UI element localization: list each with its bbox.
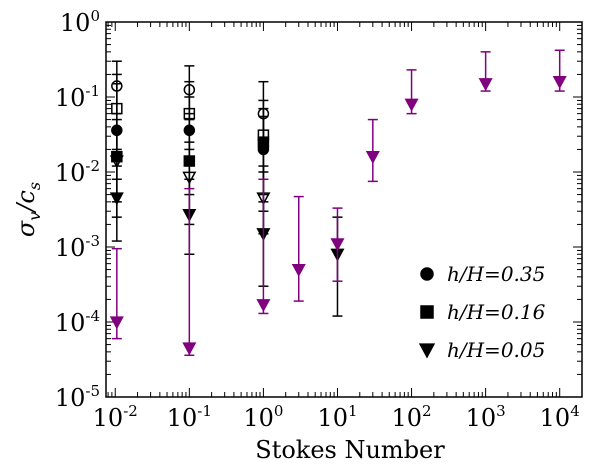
triangle-down-marker [184,343,196,354]
legend-entry: h/H=0.05 [420,338,545,362]
y-tick-base: 10 [55,84,86,112]
legend-triangle-down-marker [420,344,434,357]
y-tick-base: 10 [55,159,86,187]
x-tick-exponent: 3 [496,402,506,420]
x-tick-exponent: 0 [274,402,284,420]
legend-circle-marker [421,268,433,280]
x-tick-base: 10 [392,404,423,432]
triangle-down-marker [367,152,379,163]
y-tick-exponent: -4 [85,307,100,325]
x-tick-base: 10 [466,404,497,432]
triangle-down-marker [480,79,492,90]
legend: h/H=0.35 h/H=0.16 h/H=0.05 [420,262,546,362]
y-tick-base: 10 [55,309,86,337]
x-tick-label: 103 [466,402,506,432]
x-tick-exponent: -1 [197,402,212,420]
data-point [406,70,418,114]
x-axis-label: Stokes Number [255,436,445,464]
x-tick-label: 102 [392,402,432,432]
y-tick-label: 10-3 [55,232,100,262]
x-tick-label: 10-2 [93,402,138,432]
data-point [332,208,344,281]
triangle-down-marker [258,300,270,311]
x-tick-base: 10 [540,404,571,432]
y-tick-label: 10-2 [55,157,100,187]
y-tick-exponent: 0 [90,7,100,25]
y-axis-label: σv/cs [12,182,44,237]
legend-entry: h/H=0.16 [421,300,546,324]
x-tick-base: 10 [243,404,274,432]
x-tick-base: 10 [93,404,124,432]
y-tick-label: 10-4 [55,307,100,337]
data-point [554,50,566,91]
y-tick-exponent: -3 [85,232,100,250]
x-tick-exponent: 4 [570,402,580,420]
x-tick-base: 10 [167,404,198,432]
data-point [111,166,123,241]
triangle-down-marker [554,77,566,88]
triangle-down-marker [293,265,305,276]
y-tick-label: 100 [60,7,100,37]
x-tick-label: 10-1 [167,402,212,432]
x-tick-exponent: -2 [123,402,138,420]
x-tick-label: 100 [243,402,283,432]
legend-label: h/H=0.05 [447,338,545,362]
x-tick-label: 104 [540,402,580,432]
triangle-down-marker [332,239,344,250]
data-point [258,179,270,313]
x-tick-exponent: 1 [348,402,358,420]
square-marker [258,137,268,147]
data-point [480,52,492,91]
legend-entry: h/H=0.35 [421,262,545,286]
y-tick-exponent: -1 [85,82,100,100]
data-point [367,120,379,182]
triangle-down-marker [406,99,418,110]
y-tick-base: 10 [55,384,86,412]
x-tick-label: 101 [317,402,357,432]
y-tick-base: 10 [55,234,86,262]
y-axis-label-text: σv/cs [12,182,44,237]
y-tick-exponent: -5 [85,382,100,400]
y-tick-base: 10 [60,9,91,37]
legend-label: h/H=0.35 [447,262,545,286]
x-tick-exponent: 2 [422,402,432,420]
legend-label: h/H=0.16 [447,300,546,324]
y-tick-exponent: -2 [85,157,100,175]
x-tick-base: 10 [317,404,348,432]
data-point [111,249,123,339]
y-tick-label: 10-1 [55,82,100,112]
data-point [293,197,305,302]
legend-square-marker [421,306,433,318]
